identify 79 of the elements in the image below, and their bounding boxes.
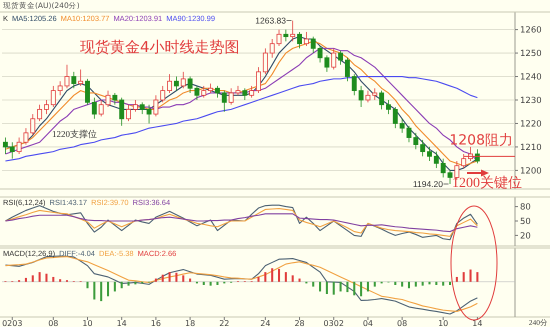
- bar: [374, 282, 376, 287]
- annotation: 1263.83: [255, 16, 286, 26]
- bar: [428, 282, 431, 284]
- x-tick-label: 10: [438, 319, 448, 327]
- y-tick-label: 20: [520, 231, 531, 242]
- y-tick-label: 1230: [520, 96, 542, 106]
- bar: [45, 274, 48, 282]
- bar: [59, 279, 62, 282]
- bar: [52, 276, 54, 282]
- x-tick-label: 10: [82, 319, 93, 327]
- x-tick-label: 04: [362, 319, 374, 327]
- x-tick-label: 22: [219, 319, 230, 327]
- bar: [114, 282, 116, 292]
- bar: [319, 282, 322, 292]
- bar: [401, 282, 404, 287]
- bar: [292, 275, 294, 282]
- bar: [271, 268, 274, 282]
- y-tick-label: 1210: [520, 142, 542, 153]
- annotation: 1194.20: [412, 179, 444, 189]
- bar: [216, 282, 218, 285]
- x-tick-label: 08: [48, 319, 58, 327]
- bar: [470, 270, 472, 282]
- bar: [86, 282, 89, 288]
- bar: [175, 272, 178, 282]
- x-tick-label: 28: [294, 319, 305, 327]
- bar: [134, 282, 136, 284]
- bar: [360, 282, 362, 296]
- bar: [462, 272, 465, 282]
- y-tick-label: 80: [520, 202, 531, 213]
- bar: [353, 282, 356, 296]
- bar: [340, 282, 342, 292]
- annotation: 1220支撑位: [52, 129, 97, 139]
- bar: [162, 274, 164, 282]
- x-tick-label: 14: [116, 319, 127, 327]
- bar: [32, 275, 34, 282]
- annotation: 1200关键位: [452, 175, 522, 191]
- bar: [408, 282, 410, 288]
- bar: [312, 282, 314, 287]
- bar: [154, 278, 157, 282]
- bar: [189, 278, 192, 282]
- y-tick-label: 1250: [520, 49, 542, 60]
- y-tick-label: 1200: [520, 166, 542, 176]
- y-tick-label: 1240: [520, 72, 542, 83]
- bar: [100, 282, 102, 302]
- x-tick-label: 16: [150, 319, 161, 327]
- bar: [476, 272, 478, 282]
- bar: [24, 278, 27, 282]
- x-tick-label: 14: [472, 319, 482, 327]
- x-tick-label: 18: [185, 319, 196, 327]
- bar: [264, 272, 266, 282]
- bar: [202, 282, 205, 285]
- bar: [182, 275, 184, 282]
- bar: [414, 282, 417, 287]
- bar: [93, 282, 96, 300]
- bar: [332, 282, 335, 295]
- y-tick-label: 1220: [520, 119, 542, 130]
- y-tick-label: 1260: [520, 26, 542, 36]
- bar: [278, 268, 280, 282]
- x-tick-label: 0203: [2, 319, 22, 327]
- y-tick-label: 50: [520, 217, 531, 227]
- bar: [456, 276, 458, 282]
- bar: [298, 278, 301, 282]
- text: 现货黄金4小时线走势图: [80, 38, 240, 56]
- bar: [448, 282, 452, 285]
- bar: [346, 282, 348, 292]
- bar: [38, 272, 41, 282]
- bar: [168, 272, 171, 282]
- ref-line-label: 1208阻力: [449, 132, 513, 148]
- x-tick-label: 24: [260, 319, 270, 327]
- bar: [326, 282, 328, 294]
- bar: [106, 282, 110, 296]
- x-tick-label: 08: [397, 319, 408, 327]
- bar: [257, 276, 260, 282]
- bar: [435, 282, 438, 285]
- bar: [394, 282, 396, 285]
- bar: [284, 272, 287, 282]
- x-tick-label: 0302: [324, 319, 344, 327]
- bar: [366, 282, 369, 292]
- bar: [120, 282, 123, 288]
